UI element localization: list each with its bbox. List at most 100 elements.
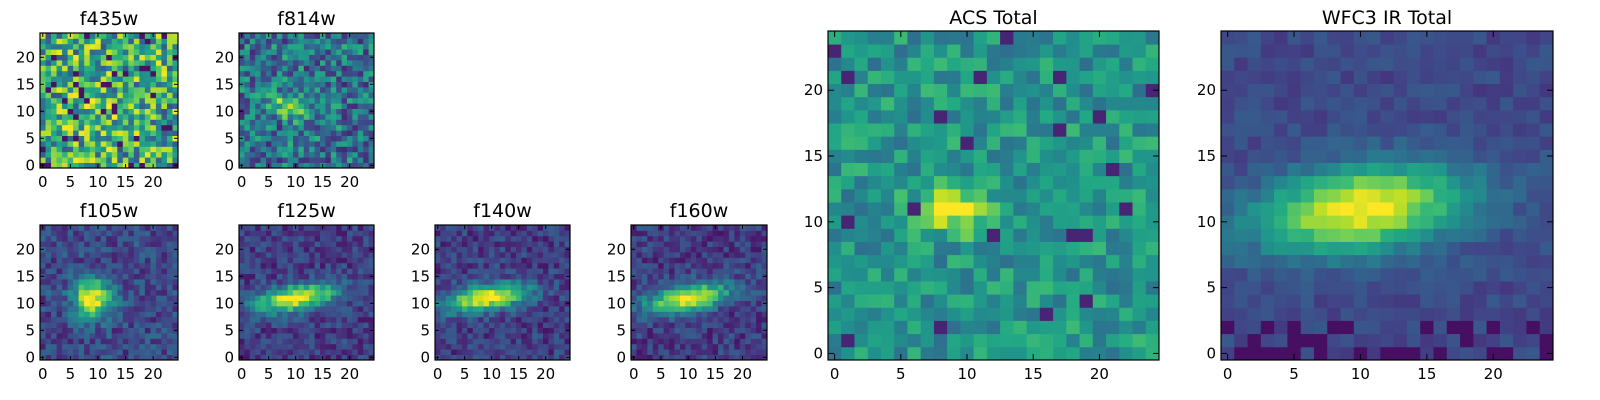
heatmap-cell xyxy=(1026,44,1041,58)
heatmap-cell xyxy=(647,268,654,274)
heatmap-cell xyxy=(641,289,648,296)
heatmap-cell xyxy=(347,38,353,45)
heatmap-cell xyxy=(636,262,643,269)
heatmap-cell xyxy=(352,273,359,280)
heatmap-cell xyxy=(84,273,91,280)
heatmap-cell xyxy=(690,338,697,345)
heatmap-cell xyxy=(51,246,57,253)
heatmap-cell xyxy=(745,284,752,291)
x-tick-label: 15 xyxy=(313,173,332,191)
heatmap-cell xyxy=(647,327,654,334)
heatmap-cell xyxy=(309,230,315,237)
heatmap-cell xyxy=(652,322,659,328)
heatmap-cell xyxy=(276,124,283,131)
heatmap-cell xyxy=(56,306,63,312)
heatmap-cell xyxy=(756,327,762,334)
heatmap-cell xyxy=(282,316,288,323)
heatmap-cell xyxy=(100,135,107,142)
heatmap-cell xyxy=(287,114,294,120)
heatmap-cell xyxy=(282,108,288,115)
heatmap-cell xyxy=(728,252,735,258)
heatmap-cell xyxy=(51,295,57,301)
heatmap-cell xyxy=(467,295,474,301)
heatmap-cell xyxy=(728,284,735,291)
heatmap-cell xyxy=(867,44,882,58)
heatmap-cell xyxy=(363,252,369,258)
heatmap-cell xyxy=(139,70,146,77)
heatmap-cell xyxy=(45,151,52,158)
heatmap-cell xyxy=(325,130,332,136)
heatmap-cell xyxy=(1145,202,1160,216)
heatmap-cell xyxy=(100,108,107,115)
heatmap-cell xyxy=(45,246,52,253)
heatmap-cell xyxy=(51,284,57,291)
heatmap-cell xyxy=(701,338,708,345)
heatmap-cell xyxy=(494,300,501,307)
heatmap-cell xyxy=(325,262,332,269)
heatmap-cell xyxy=(456,279,463,285)
heatmap-cell xyxy=(260,349,267,355)
heatmap-cell xyxy=(707,343,713,350)
heatmap-cell xyxy=(505,295,511,301)
heatmap-cell xyxy=(363,295,369,301)
heatmap-cell xyxy=(1287,188,1302,203)
heatmap-cell xyxy=(1539,228,1554,242)
heatmap-cell xyxy=(467,273,474,280)
heatmap-cell xyxy=(663,257,670,264)
heatmap-cell xyxy=(89,146,96,153)
heatmap-cell xyxy=(309,349,315,355)
heatmap-cell xyxy=(451,268,457,274)
heatmap-cell xyxy=(867,162,882,177)
heatmap-cell xyxy=(111,60,118,66)
heatmap-cell xyxy=(435,333,441,339)
heatmap-cell xyxy=(144,97,151,104)
heatmap-cell xyxy=(1460,281,1474,295)
heatmap-cell xyxy=(325,103,332,109)
heatmap-cell xyxy=(347,130,353,136)
heatmap-cell xyxy=(1053,83,1067,98)
heatmap-cell xyxy=(712,300,719,307)
heatmap-cell xyxy=(276,108,283,115)
heatmap-cell xyxy=(67,333,74,339)
heatmap-cell xyxy=(1092,70,1107,85)
heatmap-cell xyxy=(1132,175,1147,190)
heatmap-cell xyxy=(532,327,538,334)
heatmap-cell xyxy=(45,33,52,39)
heatmap-cell xyxy=(1327,162,1341,177)
heatmap-cell xyxy=(325,124,332,131)
heatmap-cell xyxy=(701,246,708,253)
heatmap-cell xyxy=(100,306,107,312)
heatmap-cell xyxy=(330,65,337,72)
heatmap-cell xyxy=(679,252,686,258)
heatmap-cell xyxy=(320,97,326,104)
heatmap-cell xyxy=(249,279,256,285)
heatmap-cell xyxy=(647,338,654,345)
heatmap-cell xyxy=(674,268,681,274)
heatmap-cell xyxy=(45,119,52,126)
heatmap-cell xyxy=(330,289,337,296)
heatmap-cell xyxy=(352,349,359,355)
heatmap-cell xyxy=(255,119,261,126)
heatmap-cell xyxy=(494,354,501,361)
heatmap-cell xyxy=(363,246,369,253)
heatmap-cell xyxy=(255,146,261,153)
x-tick-label: 15 xyxy=(706,365,725,383)
heatmap-cell xyxy=(67,300,74,307)
heatmap-cell xyxy=(1132,70,1147,85)
heatmap-cell xyxy=(155,289,162,296)
heatmap-cell xyxy=(761,225,768,231)
heatmap-cell xyxy=(1092,241,1107,256)
heatmap-cell xyxy=(303,97,310,104)
heatmap-cell xyxy=(150,135,157,142)
heatmap-cell xyxy=(309,97,315,104)
heatmap-cell xyxy=(505,225,511,231)
heatmap-cell xyxy=(1026,307,1041,321)
heatmap-cell xyxy=(973,44,988,58)
heatmap-cell xyxy=(309,241,315,247)
heatmap-cell xyxy=(907,96,922,111)
heatmap-cell xyxy=(641,316,648,323)
heatmap-cell xyxy=(314,295,321,301)
heatmap-cell xyxy=(73,268,80,274)
heatmap-cell xyxy=(685,327,692,334)
heatmap-cell xyxy=(347,333,353,339)
